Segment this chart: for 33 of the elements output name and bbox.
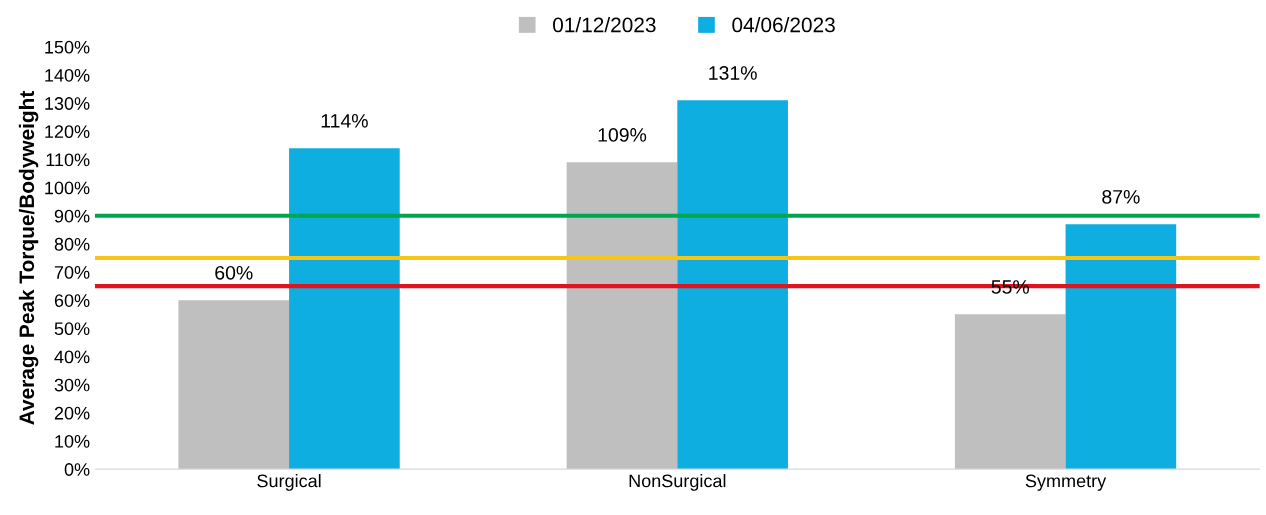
- y-tick-label: 90%: [54, 209, 90, 223]
- y-tick-label: 100%: [45, 181, 90, 195]
- legend-label: 01/12/2023: [553, 17, 656, 33]
- y-tick-label: 60%: [54, 294, 90, 307]
- bar: [178, 300, 290, 470]
- data-label: 109%: [598, 128, 647, 142]
- y-tick-label: 130%: [45, 97, 90, 110]
- y-tick-label: 40%: [54, 350, 90, 364]
- data-label: 131%: [709, 66, 757, 80]
- y-tick-label: 50%: [54, 322, 90, 336]
- y-tick-label: 140%: [45, 68, 90, 82]
- bar: [954, 314, 1066, 470]
- y-tick-label: 0%: [64, 463, 90, 476]
- data-label: 87%: [1102, 189, 1140, 204]
- bar: [677, 100, 788, 470]
- y-tick-label: 80%: [54, 237, 90, 251]
- y-tick-label: 120%: [45, 125, 90, 139]
- y-tick-label: 20%: [54, 406, 90, 420]
- y-tick-label: 70%: [54, 266, 90, 279]
- y-tick-label: 30%: [54, 378, 90, 392]
- bar: [566, 162, 678, 470]
- legend-label: 04/06/2023: [732, 17, 835, 33]
- y-tick-label: 110%: [46, 153, 90, 167]
- x-tick-label: Symmetry: [1025, 474, 1107, 491]
- data-label: 60%: [215, 265, 253, 280]
- data-label: 114%: [321, 114, 368, 128]
- y-tick-label: 150%: [45, 40, 90, 54]
- x-tick-label: NonSurgical: [629, 474, 726, 491]
- y-axis-title: Average Peak Torque/Bodyweight: [18, 90, 39, 425]
- bar: [1065, 224, 1177, 470]
- x-tick-label: Surgical: [257, 474, 321, 491]
- y-tick-label: 10%: [55, 434, 90, 448]
- bar: [289, 148, 400, 470]
